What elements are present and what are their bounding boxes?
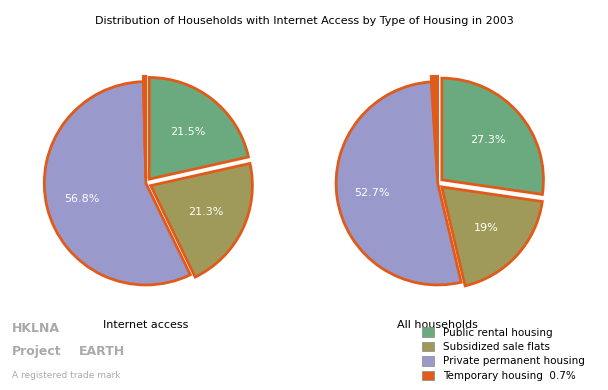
Wedge shape (442, 78, 544, 195)
Text: 52.7%: 52.7% (354, 188, 390, 198)
Legend: Public rental housing, Subsidized sale flats, Private permanent housing, Tempora: Public rental housing, Subsidized sale f… (422, 328, 584, 381)
Text: 56.8%: 56.8% (64, 194, 99, 204)
Wedge shape (143, 76, 146, 178)
Wedge shape (151, 163, 252, 277)
Title: All households: All households (397, 319, 478, 330)
Text: EARTH: EARTH (79, 345, 125, 358)
Wedge shape (336, 82, 461, 285)
Text: Distribution of Households with Internet Access by Type of Housing in 2003: Distribution of Households with Internet… (95, 16, 513, 26)
Wedge shape (441, 187, 542, 286)
Text: 27.3%: 27.3% (470, 135, 506, 145)
Text: HKLNA: HKLNA (12, 321, 60, 335)
Wedge shape (44, 82, 190, 285)
Text: 21.5%: 21.5% (170, 126, 205, 136)
Wedge shape (150, 78, 249, 179)
Text: 21.3%: 21.3% (188, 207, 223, 217)
Title: Internet access: Internet access (103, 319, 188, 330)
Wedge shape (431, 76, 438, 178)
Text: Project: Project (12, 345, 62, 358)
Text: 19%: 19% (474, 223, 499, 233)
Text: A registered trade mark: A registered trade mark (12, 371, 120, 380)
